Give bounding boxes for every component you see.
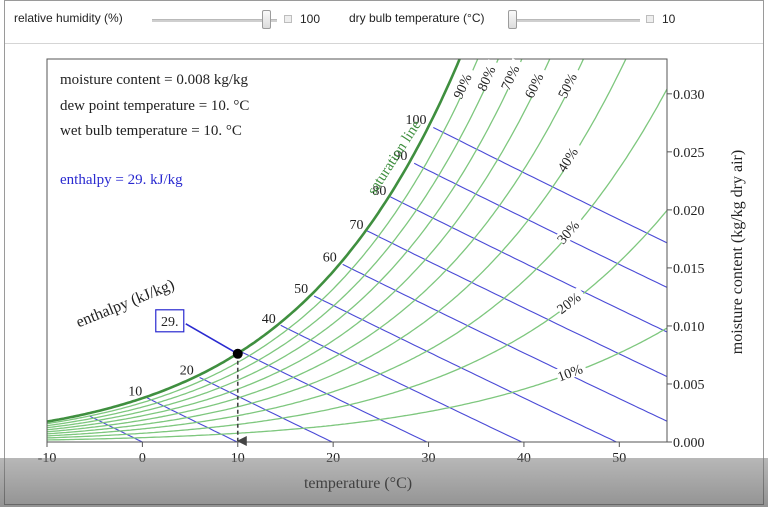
- x-tick-label: 50: [612, 451, 626, 466]
- rh-label-bg: [554, 359, 588, 384]
- enthalpy-line-70: [366, 230, 667, 378]
- x-tick-label: 20: [326, 451, 340, 466]
- enthalpy-line-100: [433, 127, 667, 244]
- controls-bar: relative humidity (%) 100 dry bulb tempe…: [0, 0, 768, 40]
- state-point-layer: 29.: [155, 309, 247, 446]
- rh-curve-80: [47, 59, 499, 427]
- y-tick-label: 0.030: [673, 88, 705, 103]
- rh-label-bg: [452, 66, 478, 100]
- enthalpy-line-30: [242, 352, 429, 442]
- rh-curve-70: [47, 59, 523, 429]
- x-axis: -10 0 10 20 30 40 50: [38, 442, 626, 466]
- x-tick-label: 0: [139, 451, 146, 466]
- state-point: [232, 348, 243, 359]
- y-tick-label: 0.020: [673, 204, 705, 219]
- rh-label-bg: [556, 66, 583, 100]
- enthalpy-line-0: [89, 415, 144, 442]
- y-tick-label: 0.010: [673, 320, 705, 335]
- enthalpy-line-40: [280, 324, 523, 442]
- enthalpy-labels: 10 20 40 50 60 70 80 90 100: [128, 113, 426, 399]
- rh-label-bg: [555, 213, 586, 246]
- rh-curve-40: [47, 59, 627, 435]
- x-tick-label: 30: [422, 451, 436, 466]
- enthalpy-line-80: [390, 196, 667, 333]
- enthalpy-label: 40: [262, 312, 276, 327]
- enthalpy-line-20: [199, 377, 334, 442]
- y-tick-label: 0.025: [673, 146, 705, 161]
- y-tick-label: 0.005: [673, 378, 705, 393]
- rh-label-bg: [499, 58, 526, 92]
- enthalpy-label: 10: [128, 384, 142, 399]
- enthalpy-label: 20: [180, 364, 194, 379]
- separator: [5, 43, 763, 44]
- enthalpy-line-50: [313, 295, 618, 442]
- y-tick-label: 0.015: [673, 262, 705, 277]
- enthalpy-readout: enthalpy = 29. kJ/kg: [60, 172, 183, 188]
- dewpoint-readout: dew point temperature = 10. °C: [60, 98, 249, 114]
- x-tick-label: 40: [517, 451, 531, 466]
- plot-frame: [46, 58, 668, 443]
- rh-curve-90: [47, 59, 479, 425]
- enthalpy-label: 70: [349, 218, 363, 233]
- enthalpy-callout-box: [155, 309, 185, 333]
- enthalpy-lines: [89, 127, 667, 442]
- enthalpy-label: 50: [294, 282, 308, 297]
- drybulb-label: dry bulb temperature (°C): [349, 11, 485, 25]
- rh-label-bg: [523, 66, 550, 100]
- humidity-expand-icon[interactable]: [284, 15, 292, 23]
- humidity-slider-thumb[interactable]: [261, 10, 271, 29]
- enthalpy-line-10: [146, 397, 239, 442]
- rh-curve-60: [47, 59, 551, 431]
- wetbulb-readout: wet bulb temperature = 10. °C: [60, 123, 242, 139]
- enthalpy-callout-text: 29.: [161, 315, 179, 330]
- humidity-value: 100: [300, 12, 321, 26]
- x-tick-label: 10: [231, 451, 245, 466]
- drybulb-slider-track[interactable]: [512, 19, 640, 22]
- enthalpy-leader: [185, 323, 239, 355]
- y-axis-label: moisture content (kg/kg dry air): [729, 150, 746, 354]
- enthalpy-label: 100: [405, 113, 426, 128]
- moisture-readout: moisture content = 0.008 kg/kg: [60, 72, 249, 88]
- y-axis: 0.000 0.005 0.010 0.015 0.020 0.025 0.030: [667, 88, 705, 451]
- x-tick-label: -10: [38, 451, 57, 466]
- enthalpy-label: 90: [393, 149, 407, 164]
- y-tick-label: 0.000: [673, 436, 705, 451]
- drybulb-expand-icon[interactable]: [646, 15, 654, 23]
- rh-label: 10%: [556, 362, 586, 385]
- saturation-curve: [47, 59, 462, 423]
- enthalpy-label: 60: [323, 250, 337, 265]
- rh-label-bg: [556, 140, 584, 174]
- enthalpy-label: 80: [372, 184, 386, 199]
- x-axis-label: temperature (°C): [304, 475, 412, 492]
- drybulb-slider-thumb[interactable]: [508, 10, 517, 29]
- humidity-label: relative humidity (%): [14, 11, 123, 25]
- drybulb-value: 10: [662, 12, 676, 26]
- enthalpy-line-60: [342, 263, 667, 422]
- humidity-slider-track[interactable]: [152, 19, 277, 22]
- rh-curve-50: [47, 59, 585, 433]
- rh-label-bg: [476, 58, 502, 93]
- humidity-labels: 10%20%30%40%50%60%70%80%90%: [451, 58, 588, 385]
- rh-label-bg: [554, 286, 587, 316]
